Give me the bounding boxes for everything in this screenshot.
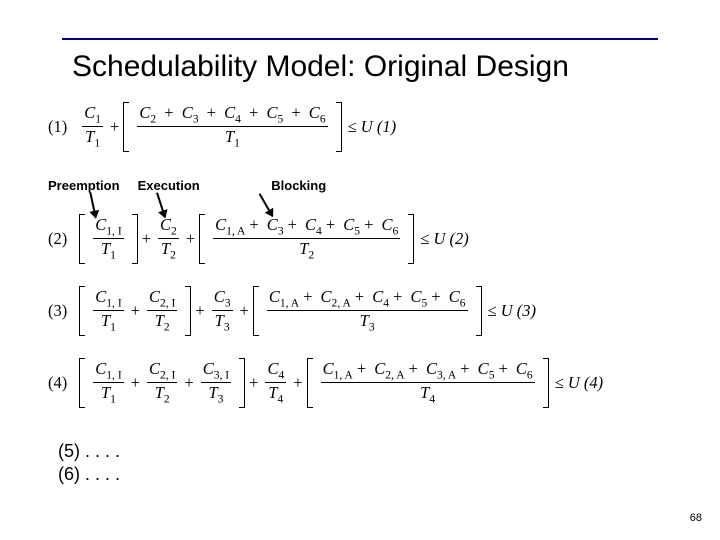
eq3-p2: 2, I [160,297,175,309]
eq3-rhs: U (3) [501,301,536,320]
eq3-b4: 4 [383,297,389,309]
eq2-b4: 4 [316,225,322,237]
eq2-c1is: 1, I [106,225,121,237]
eq2-b5: 5 [354,225,360,237]
eq2-num: (2) [48,229,67,249]
eq3-p1: 1, I [106,297,121,309]
footer-continuation: (5) . . . . (6) . . . . [58,440,120,487]
eq4-p1: 1, I [106,369,121,381]
eq4-ex: 4 [278,369,284,381]
eq3-tb: 3 [369,322,375,334]
eq1-rhs: U (1) [361,117,396,136]
eq3-b5: 5 [421,297,427,309]
eq1-c2: C [139,103,150,122]
eq2-b1: 1, A [226,225,245,237]
eq1-c4: C [224,103,235,122]
eq2-c2: C [160,215,171,234]
eq1-c3s: 3 [193,113,199,125]
eq2-b6: 6 [393,225,399,237]
eq4-b3: 3, A [437,369,456,381]
eq4-num: (4) [48,373,67,393]
eq2-t1s: 1 [110,250,116,262]
eq2-tb: T [299,239,308,258]
eq3-ex: 3 [225,297,231,309]
eq1-num: (1) [48,117,67,137]
page-title: Schedulability Model: Original Design [72,50,569,84]
eq4-p3: 3, I [214,369,229,381]
eq1-c4s: 4 [235,113,241,125]
eq3-p1b: 1 [110,322,116,334]
equation-4: (4) C1, IT1 + C2, IT2 + C3, IT3 + C4T4 +… [48,356,603,410]
eq3-num: (3) [48,301,67,321]
eq4-p2b: 2 [164,394,170,406]
eq1-c5: C [266,103,277,122]
eq1-t1-bot: T [85,127,94,146]
eq4-rhs: U (4) [568,373,603,392]
eq4-p3b: 3 [218,394,224,406]
equation-1: (1) C1 T1 + C2 + C3 + C4 [48,100,396,154]
eq2-tbs: 2 [308,250,314,262]
eq2-t2s: 2 [170,250,176,262]
eq1-c2s: 2 [150,113,156,125]
eq3-b1: 1, A [280,297,299,309]
eq5-ellipsis: (5) . . . . [58,440,120,463]
label-blocking: Blocking [271,178,351,193]
label-execution: Execution [138,178,214,193]
eq1-t1-sub: 1 [94,138,100,150]
eq3-b2: 2, A [332,297,351,309]
eq1-c6s: 6 [320,113,326,125]
eq4-b2: 2, A [385,369,404,381]
eq1-tbs: 1 [234,138,240,150]
eq4-exb: 4 [278,394,284,406]
slide-page: Schedulability Model: Original Design (1… [0,0,720,540]
eq1-c3: C [182,103,193,122]
eq2-t2: T [161,239,170,258]
eq2-t1: T [101,239,110,258]
eq4-p1b: 1 [110,394,116,406]
eq4-p2: 2, I [160,369,175,381]
eq2-c2s: 2 [171,225,177,237]
eq1-c1-top: C [84,103,95,122]
eq3-b6: 6 [460,297,466,309]
eq6-ellipsis: (6) . . . . [58,463,120,486]
eq3-p2b: 2 [164,322,170,334]
eq1-c6: C [309,103,320,122]
eq2-b3: 3 [278,225,284,237]
page-number: 68 [690,512,702,524]
eq2-c1i: C [95,215,106,234]
label-preemption: Preemption [48,178,134,193]
eq1-c5s: 5 [277,113,283,125]
eq3-exb: 3 [224,322,230,334]
eq4-tb: 4 [429,394,435,406]
equation-2: (2) C1, I T1 + C2 T2 + C1, A+ C3+ [48,212,469,266]
top-rule [62,38,658,40]
eq4-b6: 6 [527,369,533,381]
eq1-c1-sub: 1 [95,113,101,125]
eq2-rhs: U (2) [433,229,468,248]
eq4-b5: 5 [489,369,495,381]
term-labels: Preemption Execution Blocking [48,178,351,193]
eq4-b1: 1, A [334,369,353,381]
eq1-tb: T [225,127,234,146]
equation-3: (3) C1, IT1 + C2, IT2 + C3T3 + C1, A+ C2… [48,284,536,338]
